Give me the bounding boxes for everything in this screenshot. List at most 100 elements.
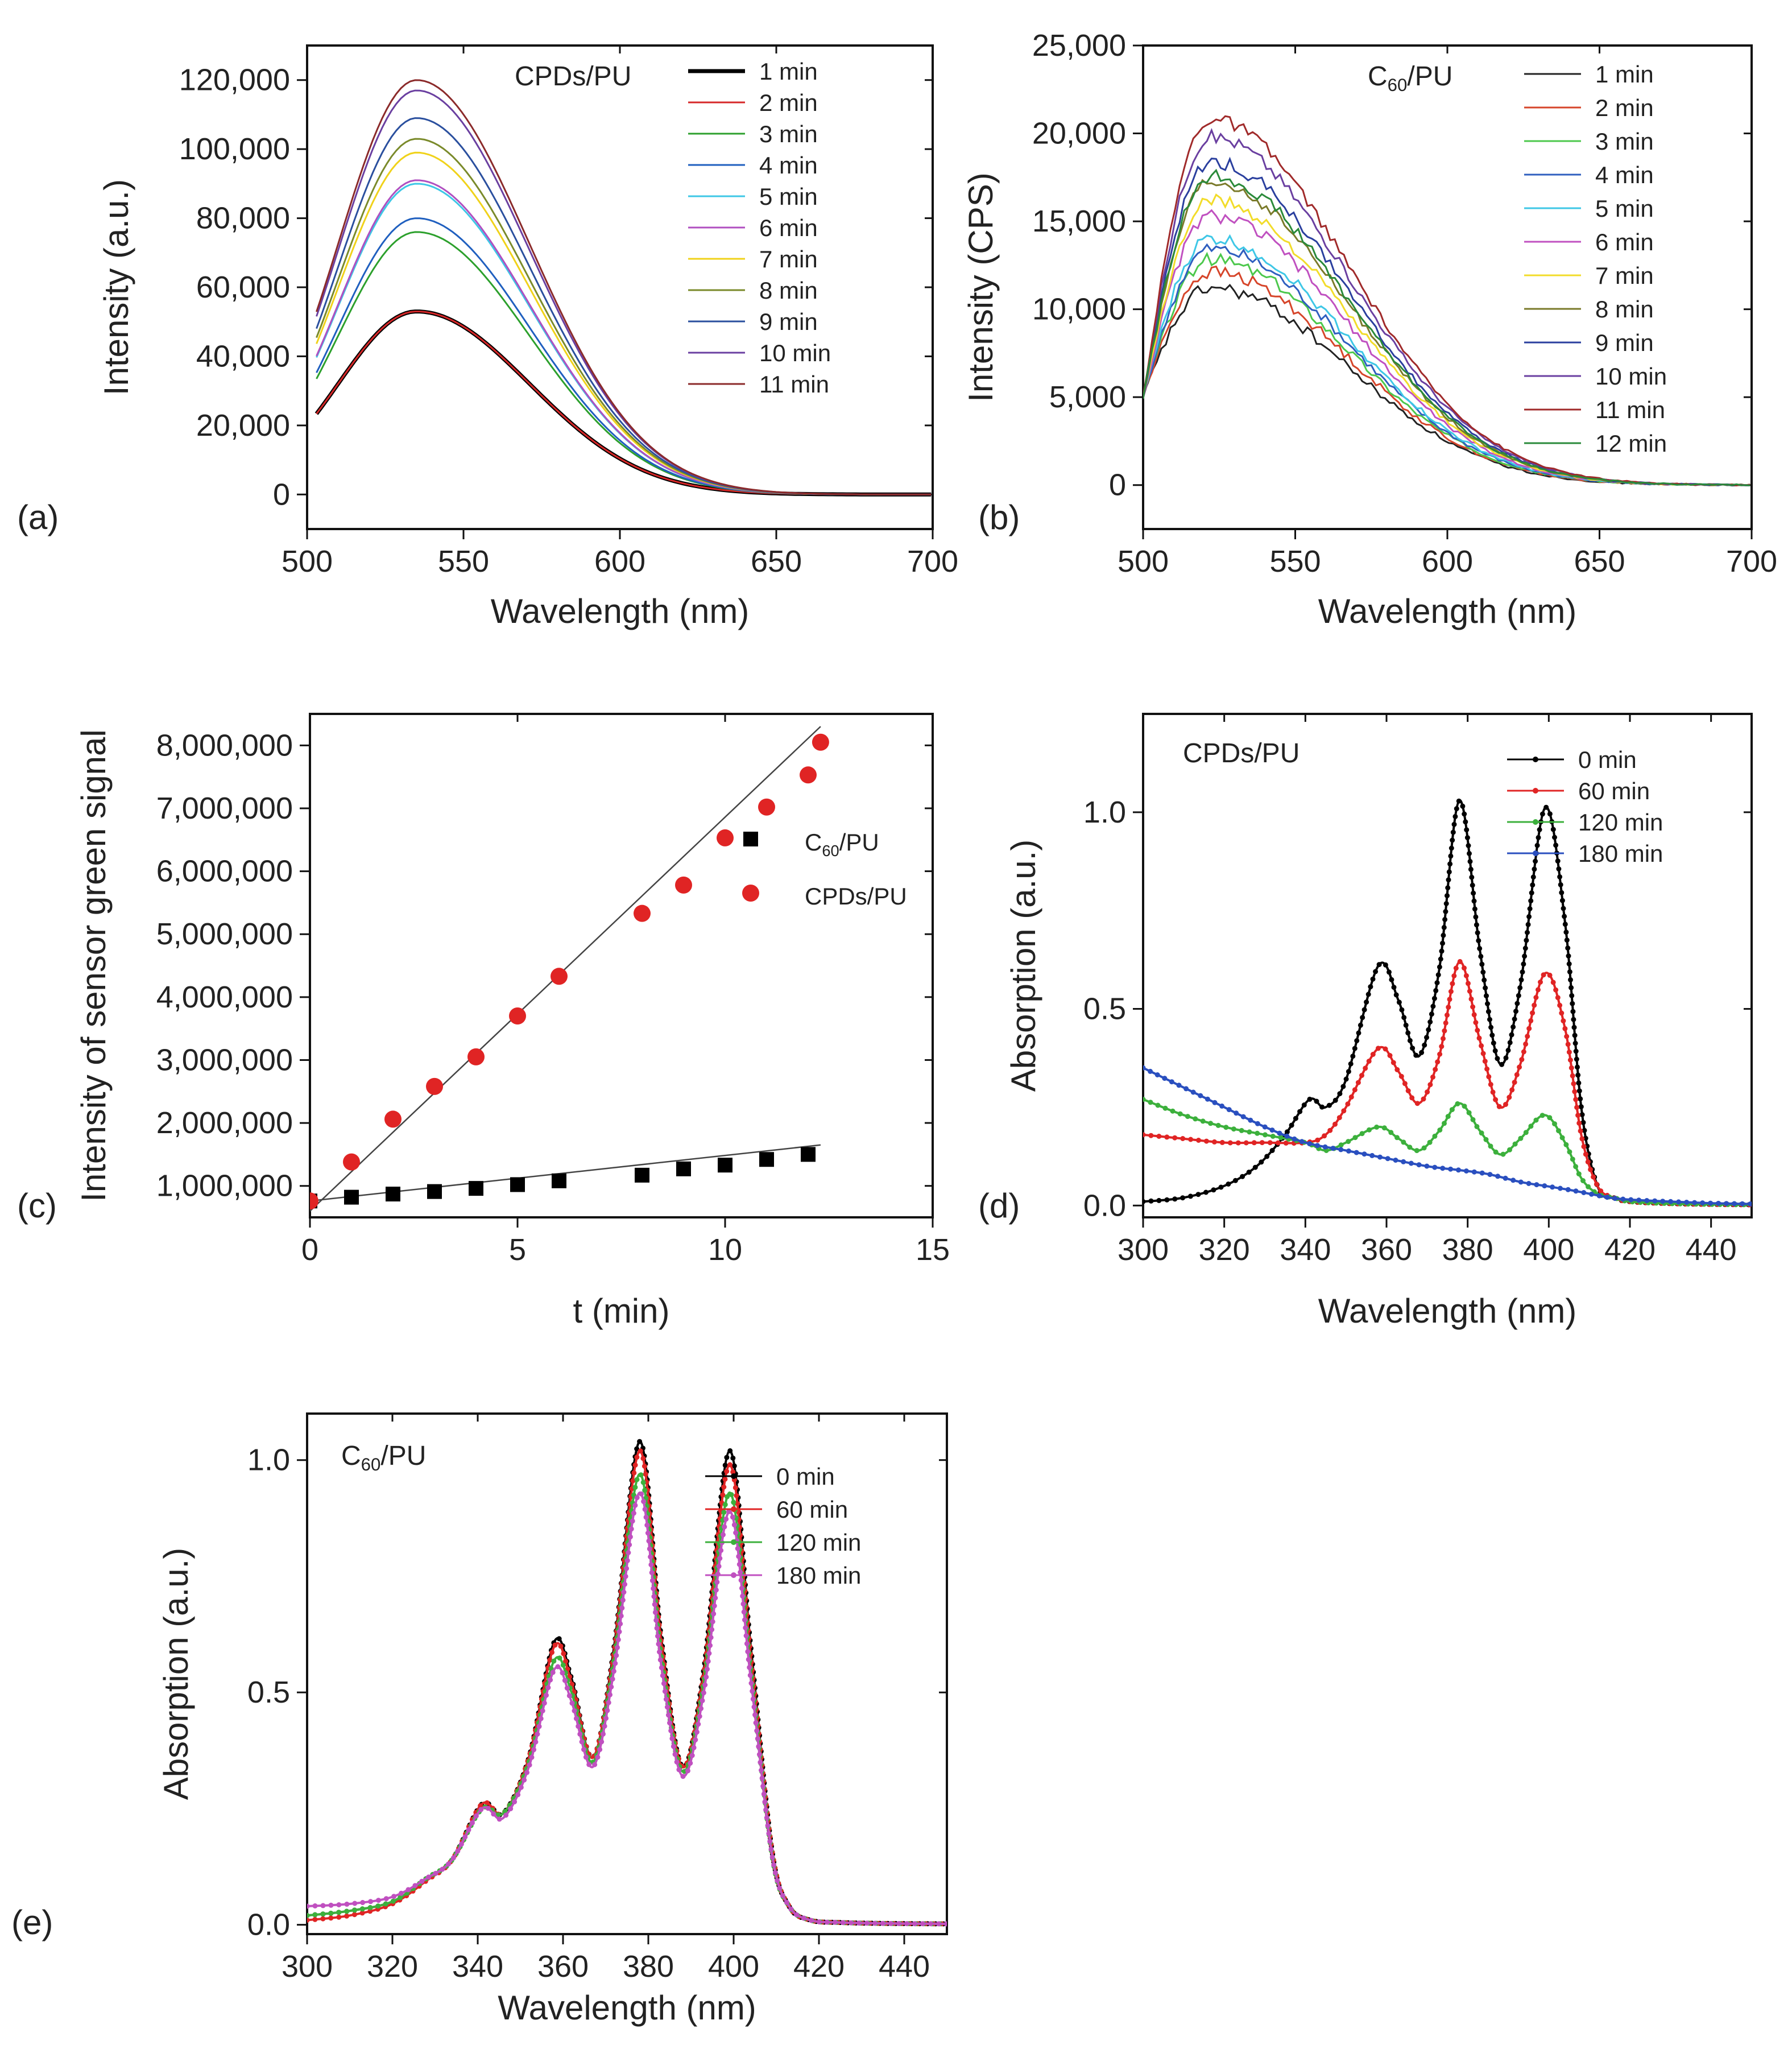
series-marker <box>1479 1043 1484 1048</box>
series-marker <box>727 1448 733 1453</box>
legend-label: 0 min <box>1578 746 1637 773</box>
series-marker <box>1446 877 1451 883</box>
panel-label: (c) <box>17 1187 57 1225</box>
series-marker <box>601 1731 606 1737</box>
series-marker <box>616 1629 622 1634</box>
plot-frame <box>1142 713 1753 1218</box>
panel-c: 0 5 10 15 1,000,000 2,000,000 3,000,000 4,000,0… <box>17 713 950 1330</box>
legend-label: C60/PU <box>805 829 879 860</box>
series-marker <box>1203 1138 1209 1144</box>
series-marker <box>661 1680 667 1686</box>
series-marker <box>1187 1193 1193 1199</box>
series-marker <box>399 1890 404 1896</box>
series-marker <box>1565 945 1571 951</box>
series-marker <box>496 1816 502 1822</box>
series-marker <box>529 1754 535 1760</box>
series-marker <box>928 1921 933 1927</box>
series-marker <box>1414 1148 1419 1154</box>
series-marker <box>1454 806 1459 812</box>
series-marker <box>724 1455 730 1460</box>
series-marker <box>485 1806 491 1811</box>
series-marker <box>745 1649 751 1654</box>
legend-swatch-marker <box>1533 850 1538 856</box>
series-marker <box>896 1921 901 1926</box>
series-marker <box>721 1532 726 1538</box>
series-marker <box>1466 843 1471 848</box>
series-marker <box>691 1745 697 1750</box>
series-marker <box>1301 1102 1307 1108</box>
series-marker <box>1264 1154 1270 1159</box>
series-marker <box>1172 1135 1178 1141</box>
series-marker <box>351 1907 357 1913</box>
series-marker <box>1399 1007 1405 1013</box>
series-marker <box>1550 980 1556 985</box>
series-marker <box>1581 1190 1587 1195</box>
series-marker <box>1509 1032 1514 1038</box>
series-marker <box>1143 1065 1146 1071</box>
series-marker <box>1575 1064 1580 1070</box>
x-tick-label: 650 <box>1574 544 1625 579</box>
series-marker <box>1579 1136 1585 1142</box>
data-point-square <box>386 1187 400 1202</box>
series-marker <box>1463 1168 1469 1174</box>
series-marker <box>462 1834 468 1840</box>
series-marker <box>1424 1035 1429 1040</box>
series-marker <box>1437 964 1442 970</box>
series-marker <box>624 1558 630 1563</box>
series-marker <box>1571 1024 1577 1030</box>
series-marker <box>1348 1061 1354 1067</box>
x-tick-label: 300 <box>1118 1233 1169 1267</box>
y-tick-label: 0 <box>273 477 290 511</box>
series-marker <box>508 1806 514 1812</box>
series-marker <box>1565 1042 1571 1047</box>
series-marker <box>639 1491 644 1497</box>
series-marker <box>1574 1105 1580 1110</box>
series-marker <box>1476 938 1481 944</box>
series-marker <box>1568 1065 1574 1071</box>
series-marker <box>627 1534 633 1540</box>
series-marker <box>920 1921 925 1927</box>
legend-label: 12 min <box>1595 430 1667 457</box>
series-marker <box>1262 1124 1268 1130</box>
series-marker <box>1583 1151 1588 1157</box>
series-marker <box>1469 874 1475 880</box>
series-marker <box>484 1800 490 1806</box>
series-marker <box>730 1514 735 1520</box>
series-marker <box>1594 1182 1599 1187</box>
series-marker <box>1493 1149 1499 1155</box>
series-marker <box>1568 985 1574 990</box>
x-tick-label: 440 <box>879 1949 930 1984</box>
series-line-3-min <box>316 231 932 495</box>
series-marker <box>735 1501 740 1506</box>
series-marker <box>1443 1020 1449 1026</box>
series-marker <box>1368 984 1373 990</box>
series-marker <box>1292 1136 1297 1142</box>
series-marker <box>1439 1044 1445 1050</box>
series-marker <box>1526 1026 1532 1031</box>
legend-label: 4 min <box>1595 162 1654 188</box>
series-marker <box>651 1594 657 1599</box>
series-marker <box>1482 1059 1488 1064</box>
series-marker <box>1564 937 1570 943</box>
x-tick-label: 700 <box>907 544 958 579</box>
series-marker <box>1352 1046 1358 1051</box>
series-marker <box>1542 1183 1547 1189</box>
series-marker <box>540 1708 545 1713</box>
series-marker <box>703 1674 709 1680</box>
series-marker <box>1552 1121 1557 1127</box>
series-marker <box>1598 1188 1604 1194</box>
series-marker <box>780 1893 785 1898</box>
series-marker <box>1370 1052 1376 1057</box>
series-marker <box>1500 1151 1506 1157</box>
series-marker <box>1297 1109 1303 1114</box>
series-marker <box>784 1899 789 1905</box>
series-marker <box>360 1900 366 1905</box>
series-marker <box>1513 1009 1518 1014</box>
series-marker <box>1156 1134 1162 1139</box>
series-marker <box>622 1581 627 1587</box>
series-marker <box>722 1502 728 1507</box>
series-marker <box>1449 845 1454 851</box>
series-marker <box>1196 1138 1201 1143</box>
legend-label: 0 min <box>776 1463 835 1490</box>
series-marker <box>1485 1001 1490 1006</box>
